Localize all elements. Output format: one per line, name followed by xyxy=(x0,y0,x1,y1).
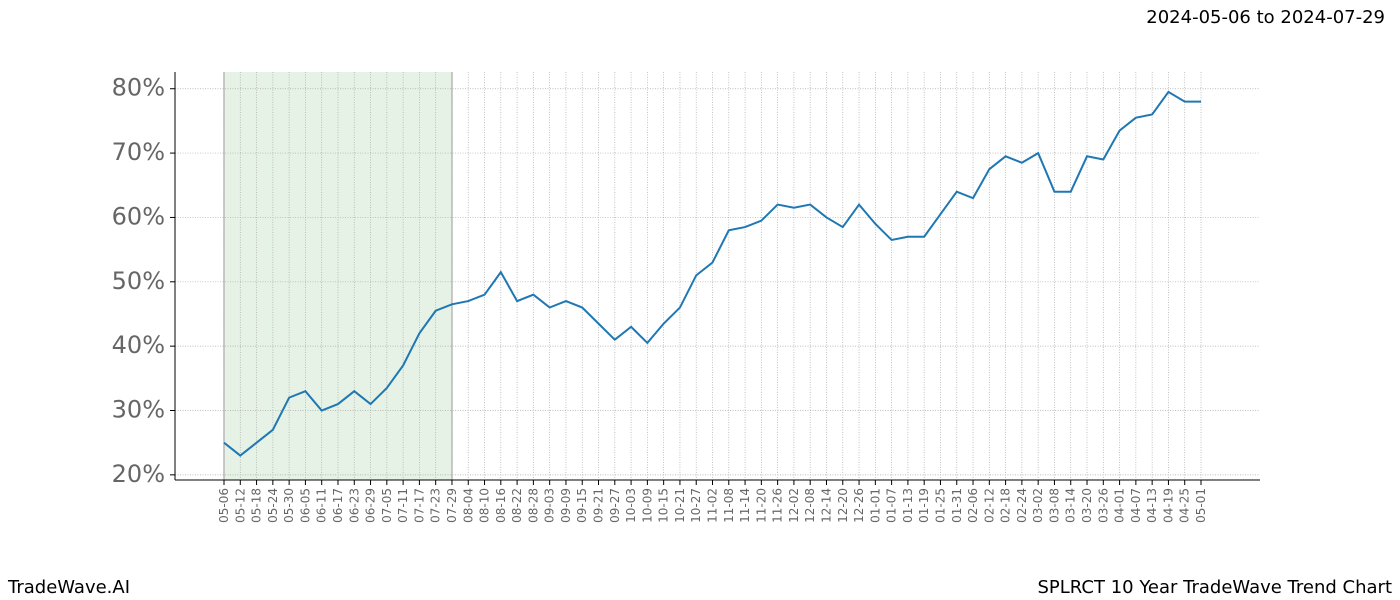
highlight-band xyxy=(224,72,452,480)
y-tick-label: 20% xyxy=(112,460,165,488)
brand: TradeWave.AI xyxy=(7,577,130,598)
x-tick-label: 04-25 xyxy=(1178,488,1192,523)
chart-caption: SPLRCT 10 Year TradeWave Trend Chart xyxy=(1037,577,1392,598)
y-tick-label: 60% xyxy=(112,202,165,230)
x-tick-label: 09-09 xyxy=(559,488,573,523)
x-tick-label: 11-08 xyxy=(722,488,736,523)
x-tick-label: 07-17 xyxy=(412,488,426,523)
y-tick-label: 40% xyxy=(112,331,165,359)
x-tick-label: 05-12 xyxy=(233,488,247,523)
x-tick-label: 04-19 xyxy=(1161,488,1175,523)
x-tick-label: 09-03 xyxy=(543,488,557,523)
x-tick-label: 11-02 xyxy=(706,488,720,523)
x-tick-label: 07-23 xyxy=(429,488,443,523)
x-tick-label: 05-06 xyxy=(217,488,231,523)
y-tick-label: 70% xyxy=(112,138,165,166)
x-tick-label: 08-16 xyxy=(494,488,508,523)
x-tick-label: 04-13 xyxy=(1145,488,1159,523)
x-tick-label: 07-05 xyxy=(380,488,394,523)
x-tick-label: 03-26 xyxy=(1096,488,1110,523)
x-tick-label: 12-08 xyxy=(803,488,817,523)
x-tick-label: 09-21 xyxy=(592,488,606,523)
x-tick-label: 09-15 xyxy=(575,488,589,523)
x-tick-label: 03-08 xyxy=(1047,488,1061,523)
x-tick-label: 01-07 xyxy=(885,488,899,523)
x-tick-label: 05-01 xyxy=(1194,488,1208,523)
y-tick-label: 80% xyxy=(112,74,165,102)
x-tick-label: 12-02 xyxy=(787,488,801,523)
x-tick-label: 04-01 xyxy=(1113,488,1127,523)
x-tick-label: 08-28 xyxy=(526,488,540,523)
date-range: 2024-05-06 to 2024-07-29 xyxy=(1146,7,1385,28)
x-tick-label: 12-26 xyxy=(852,488,866,523)
x-tick-label: 08-04 xyxy=(461,488,475,523)
x-tick-label: 11-20 xyxy=(754,488,768,523)
x-tick-label: 06-23 xyxy=(347,488,361,523)
x-tick-label: 02-12 xyxy=(982,488,996,523)
x-tick-label: 01-19 xyxy=(917,488,931,523)
x-tick-label: 08-10 xyxy=(478,488,492,523)
x-tick-label: 06-11 xyxy=(315,488,329,523)
x-tick-label: 10-03 xyxy=(624,488,638,523)
x-tick-label: 12-20 xyxy=(836,488,850,523)
x-tick-label: 05-24 xyxy=(266,488,280,523)
x-tick-label: 05-18 xyxy=(250,488,264,523)
x-tick-label: 08-22 xyxy=(510,488,524,523)
y-tick-label: 30% xyxy=(112,395,165,423)
x-tick-label: 02-06 xyxy=(966,488,980,523)
x-tick-label: 03-20 xyxy=(1080,488,1094,523)
x-tick-label: 05-30 xyxy=(282,488,296,523)
x-tick-label: 02-18 xyxy=(999,488,1013,523)
x-tick-label: 11-14 xyxy=(738,488,752,523)
y-tick-label: 50% xyxy=(112,267,165,295)
x-tick-label: 01-01 xyxy=(868,488,882,523)
x-tick-label: 09-27 xyxy=(608,488,622,523)
x-tick-label: 07-11 xyxy=(396,488,410,523)
x-tick-label: 10-15 xyxy=(657,488,671,523)
x-tick-label: 02-24 xyxy=(1015,488,1029,523)
x-tick-label: 10-27 xyxy=(689,488,703,523)
x-tick-label: 12-14 xyxy=(819,488,833,523)
x-tick-label: 04-07 xyxy=(1129,488,1143,523)
x-tick-label: 10-21 xyxy=(673,488,687,523)
x-tick-label: 06-05 xyxy=(298,488,312,523)
x-tick-label: 06-29 xyxy=(364,488,378,523)
x-tick-label: 03-02 xyxy=(1031,488,1045,523)
x-tick-label: 06-17 xyxy=(331,488,345,523)
x-tick-label: 03-14 xyxy=(1064,488,1078,523)
x-tick-label: 10-09 xyxy=(640,488,654,523)
x-tick-label: 01-31 xyxy=(950,488,964,523)
x-tick-label: 07-29 xyxy=(445,488,459,523)
x-tick-label: 01-13 xyxy=(901,488,915,523)
trend-line xyxy=(223,90,1201,457)
x-tick-label: 11-26 xyxy=(771,488,785,523)
x-tick-label: 01-25 xyxy=(933,488,947,523)
